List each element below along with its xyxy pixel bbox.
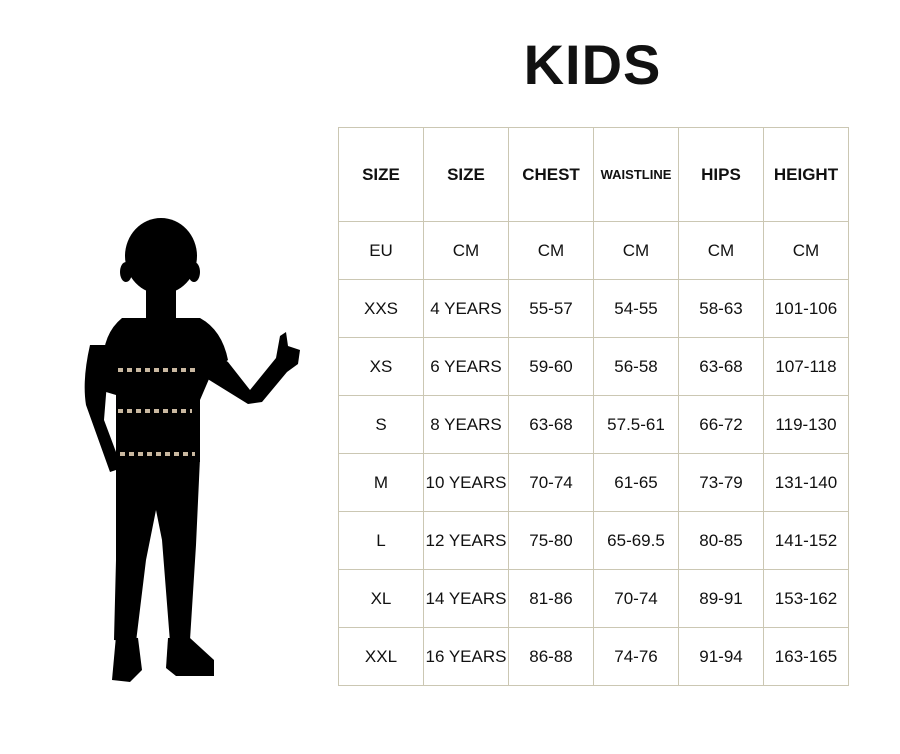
unit-cell: CM [423,221,509,280]
table-cell: 61-65 [593,453,679,512]
header-cell: SIZE [423,127,509,222]
header-cell: SIZE [338,127,424,222]
unit-cell: CM [508,221,594,280]
table-cell: 80-85 [678,511,764,570]
table-cell: 73-79 [678,453,764,512]
table-cell: XXL [338,627,424,686]
unit-cell: CM [678,221,764,280]
unit-cell: EU [338,221,424,280]
table-cell: 131-140 [763,453,849,512]
table-cell: 91-94 [678,627,764,686]
table-cell: L [338,511,424,570]
table-cell: S [338,395,424,454]
table-cell: 75-80 [508,511,594,570]
units-row: EU CM CM CM CM CM [338,221,849,280]
table-cell: 16 YEARS [423,627,509,686]
table-row: L 12 YEARS 75-80 65-69.5 80-85 141-152 [338,511,849,570]
header-row: SIZE SIZE CHEST WAISTLINE HIPS HEIGHT [338,127,849,222]
table-cell: 70-74 [593,569,679,628]
table-cell: 4 YEARS [423,279,509,338]
table-cell: 6 YEARS [423,337,509,396]
table-cell: 63-68 [678,337,764,396]
table-cell: 14 YEARS [423,569,509,628]
table-cell: 119-130 [763,395,849,454]
table-cell: 163-165 [763,627,849,686]
table-cell: 56-58 [593,337,679,396]
table-cell: 12 YEARS [423,511,509,570]
table-cell: 65-69.5 [593,511,679,570]
table-cell: 74-76 [593,627,679,686]
table-cell: 54-55 [593,279,679,338]
table-cell: 141-152 [763,511,849,570]
child-silhouette-icon [84,218,300,682]
table-row: XL 14 YEARS 81-86 70-74 89-91 153-162 [338,569,849,628]
page-title: KIDS [523,33,662,96]
header-cell: WAISTLINE [593,127,679,222]
header-cell: HEIGHT [763,127,849,222]
unit-cell: CM [763,221,849,280]
table-row: XXS 4 YEARS 55-57 54-55 58-63 101-106 [338,279,849,338]
unit-cell: CM [593,221,679,280]
table-cell: XL [338,569,424,628]
table-row: XS 6 YEARS 59-60 56-58 63-68 107-118 [338,337,849,396]
table-cell: 107-118 [763,337,849,396]
table-cell: 86-88 [508,627,594,686]
table-row: XXL 16 YEARS 86-88 74-76 91-94 163-165 [338,627,849,686]
table-row: M 10 YEARS 70-74 61-65 73-79 131-140 [338,453,849,512]
size-chart-table: SIZE SIZE CHEST WAISTLINE HIPS HEIGHT EU… [338,127,849,686]
table-cell: 8 YEARS [423,395,509,454]
table-cell: M [338,453,424,512]
table-cell: 63-68 [508,395,594,454]
table-cell: XXS [338,279,424,338]
header-cell: HIPS [678,127,764,222]
table-cell: XS [338,337,424,396]
table-cell: 66-72 [678,395,764,454]
table-cell: 70-74 [508,453,594,512]
table-cell: 101-106 [763,279,849,338]
header-cell: CHEST [508,127,594,222]
table-cell: 57.5-61 [593,395,679,454]
table-cell: 55-57 [508,279,594,338]
table-cell: 153-162 [763,569,849,628]
table-cell: 81-86 [508,569,594,628]
table-cell: 58-63 [678,279,764,338]
table-cell: 10 YEARS [423,453,509,512]
table-cell: 59-60 [508,337,594,396]
measurement-lines [118,368,198,456]
table-cell: 89-91 [678,569,764,628]
